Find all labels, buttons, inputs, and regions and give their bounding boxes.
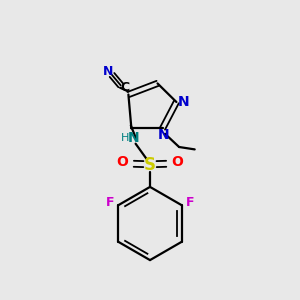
Text: H: H xyxy=(121,133,129,143)
Text: N: N xyxy=(158,128,169,142)
Text: N: N xyxy=(178,95,189,109)
Text: C: C xyxy=(120,81,129,94)
Text: O: O xyxy=(116,155,128,169)
Text: O: O xyxy=(172,155,184,169)
Text: F: F xyxy=(186,196,194,209)
Text: N: N xyxy=(103,65,114,78)
Text: N: N xyxy=(128,131,140,145)
Text: F: F xyxy=(106,196,114,209)
Text: S: S xyxy=(144,156,156,174)
